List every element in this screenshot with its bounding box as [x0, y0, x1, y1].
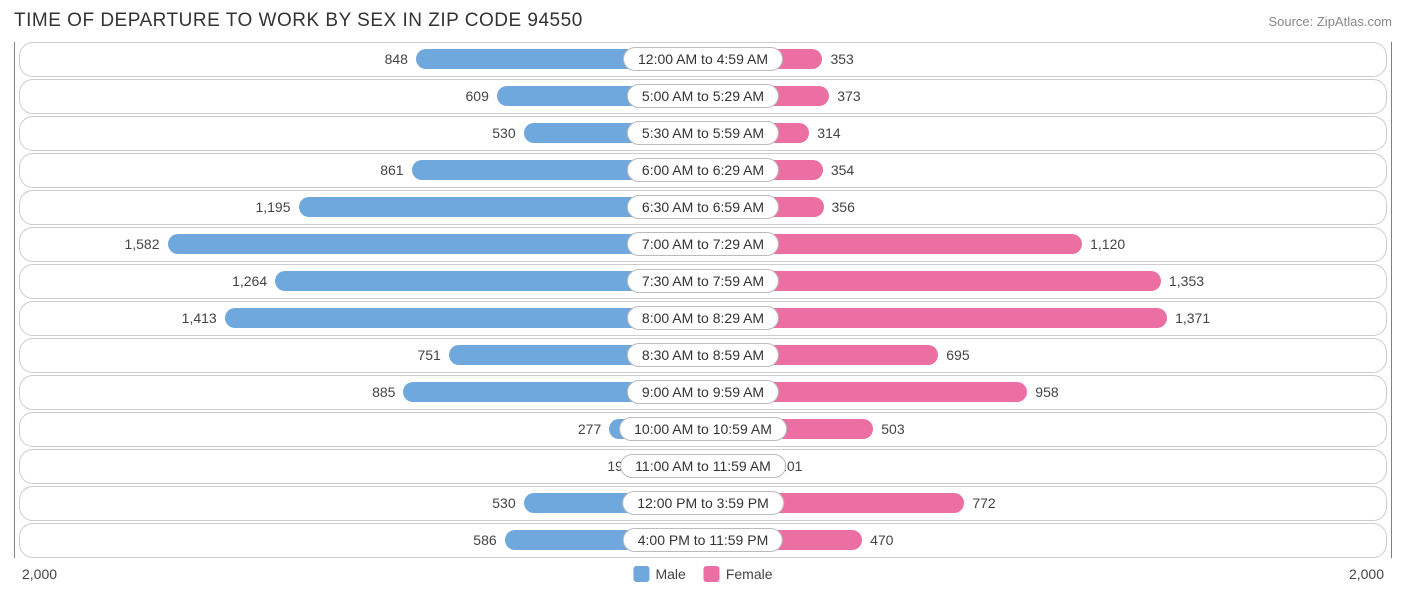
male-value: 609 [466, 88, 489, 104]
category-label: 6:30 AM to 6:59 AM [627, 195, 779, 219]
chart-row: 1,195 356 6:30 AM to 6:59 AM [19, 190, 1387, 225]
male-value: 1,582 [124, 236, 159, 252]
male-value: 530 [492, 125, 515, 141]
legend: Male Female [633, 566, 772, 582]
chart-row: 885 958 9:00 AM to 9:59 AM [19, 375, 1387, 410]
legend-male: Male [633, 566, 685, 582]
female-value: 373 [837, 88, 860, 104]
category-label: 7:00 AM to 7:29 AM [627, 232, 779, 256]
male-value: 530 [492, 495, 515, 511]
category-label: 12:00 PM to 3:59 PM [622, 491, 784, 515]
chart-row: 861 354 6:00 AM to 6:29 AM [19, 153, 1387, 188]
legend-swatch-male [633, 566, 649, 582]
chart-row: 1,582 1,120 7:00 AM to 7:29 AM [19, 227, 1387, 262]
axis-max-left: 2,000 [22, 566, 57, 582]
category-label: 8:30 AM to 8:59 AM [627, 343, 779, 367]
male-value: 1,413 [182, 310, 217, 326]
category-label: 7:30 AM to 7:59 AM [627, 269, 779, 293]
male-value: 586 [473, 532, 496, 548]
male-bar [168, 234, 704, 254]
category-label: 4:00 PM to 11:59 PM [623, 528, 783, 552]
male-value: 848 [385, 51, 408, 67]
chart-row: 848 353 12:00 AM to 4:59 AM [19, 42, 1387, 77]
female-value: 503 [881, 421, 904, 437]
male-value: 1,264 [232, 273, 267, 289]
legend-swatch-female [704, 566, 720, 582]
male-value: 751 [417, 347, 440, 363]
male-value: 277 [578, 421, 601, 437]
diverging-bar-chart: 848 353 12:00 AM to 4:59 AM 609 373 5:00 AM t… [14, 42, 1392, 558]
female-value: 353 [830, 51, 853, 67]
female-value: 354 [831, 162, 854, 178]
female-value: 695 [946, 347, 969, 363]
category-label: 5:30 AM to 5:59 AM [627, 121, 779, 145]
chart-row: 751 695 8:30 AM to 8:59 AM [19, 338, 1387, 373]
female-value: 1,120 [1090, 236, 1125, 252]
chart-row: 530 772 12:00 PM to 3:59 PM [19, 486, 1387, 521]
category-label: 10:00 AM to 10:59 AM [619, 417, 787, 441]
chart-title: TIME OF DEPARTURE TO WORK BY SEX IN ZIP … [14, 10, 583, 32]
chart-row: 277 503 10:00 AM to 10:59 AM [19, 412, 1387, 447]
female-value: 772 [972, 495, 995, 511]
legend-female: Female [704, 566, 773, 582]
chart-row: 1,264 1,353 7:30 AM to 7:59 AM [19, 264, 1387, 299]
category-label: 8:00 AM to 8:29 AM [627, 306, 779, 330]
male-value: 885 [372, 384, 395, 400]
female-value: 1,353 [1169, 273, 1204, 289]
legend-label-male: Male [655, 566, 685, 582]
female-value: 1,371 [1175, 310, 1210, 326]
category-label: 5:00 AM to 5:29 AM [627, 84, 779, 108]
chart-source: Source: ZipAtlas.com [1268, 14, 1392, 29]
chart-row: 1,413 1,371 8:00 AM to 8:29 AM [19, 301, 1387, 336]
category-label: 9:00 AM to 9:59 AM [627, 380, 779, 404]
female-value: 356 [832, 199, 855, 215]
category-label: 12:00 AM to 4:59 AM [623, 47, 783, 71]
female-value: 470 [870, 532, 893, 548]
chart-row: 530 314 5:30 AM to 5:59 AM [19, 116, 1387, 151]
female-value: 958 [1035, 384, 1058, 400]
chart-row: 19020111:00 AM to 11:59 AM [19, 449, 1387, 484]
legend-label-female: Female [726, 566, 773, 582]
male-value: 1,195 [255, 199, 290, 215]
axis-max-right: 2,000 [1349, 566, 1384, 582]
chart-row: 586 470 4:00 PM to 11:59 PM [19, 523, 1387, 558]
category-label: 11:00 AM to 11:59 AM [620, 454, 786, 478]
chart-row: 609 373 5:00 AM to 5:29 AM [19, 79, 1387, 114]
male-value: 861 [380, 162, 403, 178]
female-value: 314 [817, 125, 840, 141]
category-label: 6:00 AM to 6:29 AM [627, 158, 779, 182]
